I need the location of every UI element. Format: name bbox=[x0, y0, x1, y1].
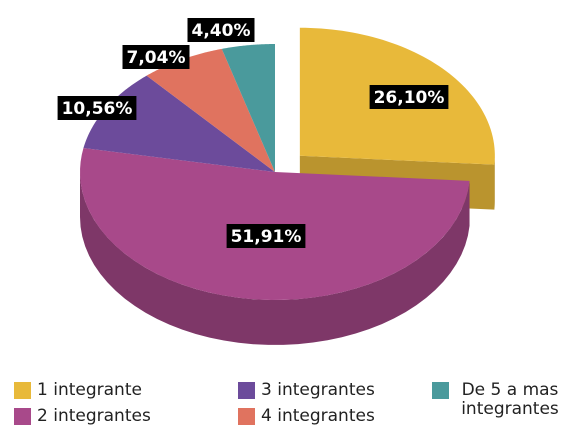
value-label: 7,04% bbox=[122, 45, 190, 69]
value-label-text: 4,40% bbox=[192, 21, 251, 41]
value-label-box bbox=[57, 96, 137, 120]
value-label-box bbox=[226, 224, 306, 248]
legend-swatch bbox=[432, 382, 449, 399]
legend-item: 3 integrantes bbox=[238, 381, 375, 400]
legend-swatch bbox=[14, 408, 31, 425]
value-label: 51,91% bbox=[226, 224, 306, 248]
slice bbox=[221, 44, 275, 172]
slice bbox=[146, 48, 275, 172]
slice bbox=[80, 147, 470, 300]
legend-item: 1 integrante bbox=[14, 381, 142, 400]
legend-label: 4 integrantes bbox=[261, 406, 375, 426]
legend-item: 4 integrantes bbox=[238, 407, 375, 426]
value-label-text: 51,91% bbox=[231, 227, 302, 247]
value-label: 10,56% bbox=[57, 96, 137, 120]
legend-label: 3 integrantes bbox=[261, 380, 375, 400]
value-label: 26,10% bbox=[369, 85, 449, 109]
slice-side bbox=[80, 172, 470, 345]
legend-swatch bbox=[238, 382, 255, 399]
value-label-text: 7,04% bbox=[127, 48, 186, 68]
legend-swatch bbox=[14, 382, 31, 399]
legend-label: 1 integrante bbox=[37, 380, 142, 400]
legend-item: De 5 a mas integrantes bbox=[432, 381, 572, 419]
value-label-box bbox=[187, 18, 255, 42]
value-label: 4,40% bbox=[187, 18, 255, 42]
legend-swatch bbox=[238, 408, 255, 425]
value-label-box bbox=[122, 45, 190, 69]
legend-label: 2 integrantes bbox=[37, 406, 151, 426]
pie-area: 26,10% 51,91% 10,56% 7,04% 4,40% bbox=[57, 18, 495, 345]
value-label-box bbox=[369, 85, 449, 109]
legend-label: De 5 a mas integrantes bbox=[461, 380, 559, 419]
value-label-text: 26,10% bbox=[374, 88, 445, 108]
legend-item: 2 integrantes bbox=[14, 407, 151, 426]
value-label-text: 10,56% bbox=[62, 99, 133, 119]
